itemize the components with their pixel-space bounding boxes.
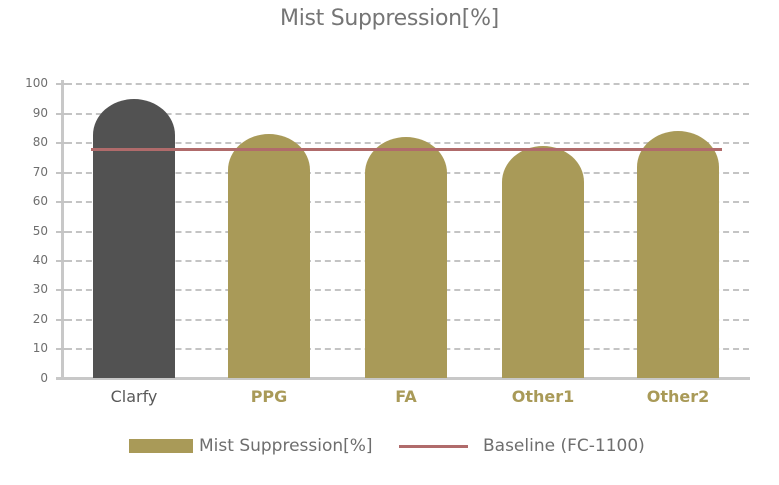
y-tick-mark [56, 112, 66, 115]
x-tick-label: PPG [250, 387, 288, 406]
x-tick-label: FA [395, 387, 417, 406]
y-tick-label: 50 [32, 223, 48, 238]
legend-baseline-label: Baseline (FC-1100) [483, 436, 645, 456]
y-tick-label: 0 [40, 370, 48, 385]
y-tick-label: 10 [32, 341, 48, 356]
y-tick-label: 30 [32, 282, 48, 297]
x-axis [56, 377, 750, 380]
y-tick-label: 100 [25, 76, 48, 91]
legend: Mist Suppression[%] Baseline (FC-1100) [0, 434, 779, 458]
y-tick-label: 40 [32, 252, 48, 267]
y-axis [61, 80, 64, 380]
y-tick-mark [56, 142, 66, 145]
bar-other2 [637, 131, 719, 378]
bar-other1 [502, 146, 584, 378]
y-tick-mark [56, 318, 66, 321]
legend-bar-label: Mist Suppression[%] [199, 436, 373, 456]
gridline [66, 112, 749, 115]
bar-clarfy [93, 99, 175, 378]
y-tick-mark [56, 230, 66, 233]
y-tick-label: 60 [32, 194, 48, 209]
x-tick-label: Other2 [646, 387, 710, 406]
y-tick-label: 90 [32, 105, 48, 120]
y-tick-mark [56, 348, 66, 351]
y-tick-mark [56, 289, 66, 292]
y-tick-label: 80 [32, 135, 48, 150]
y-tick-mark [56, 259, 66, 262]
bar-ppg [228, 134, 310, 378]
x-tick-label: Clarfy [110, 387, 158, 406]
y-tick-label: 20 [32, 311, 48, 326]
gridline [66, 83, 749, 86]
chart-title: Mist Suppression[%] [280, 6, 499, 31]
bar-fa [365, 137, 447, 378]
y-tick-label: 70 [32, 164, 48, 179]
legend-baseline-swatch [399, 445, 468, 448]
y-tick-mark [56, 83, 66, 86]
x-tick-label: Other1 [511, 387, 575, 406]
y-tick-mark [56, 171, 66, 174]
baseline-line [91, 147, 722, 151]
y-tick-mark [56, 201, 66, 204]
legend-bar-swatch [129, 439, 193, 453]
